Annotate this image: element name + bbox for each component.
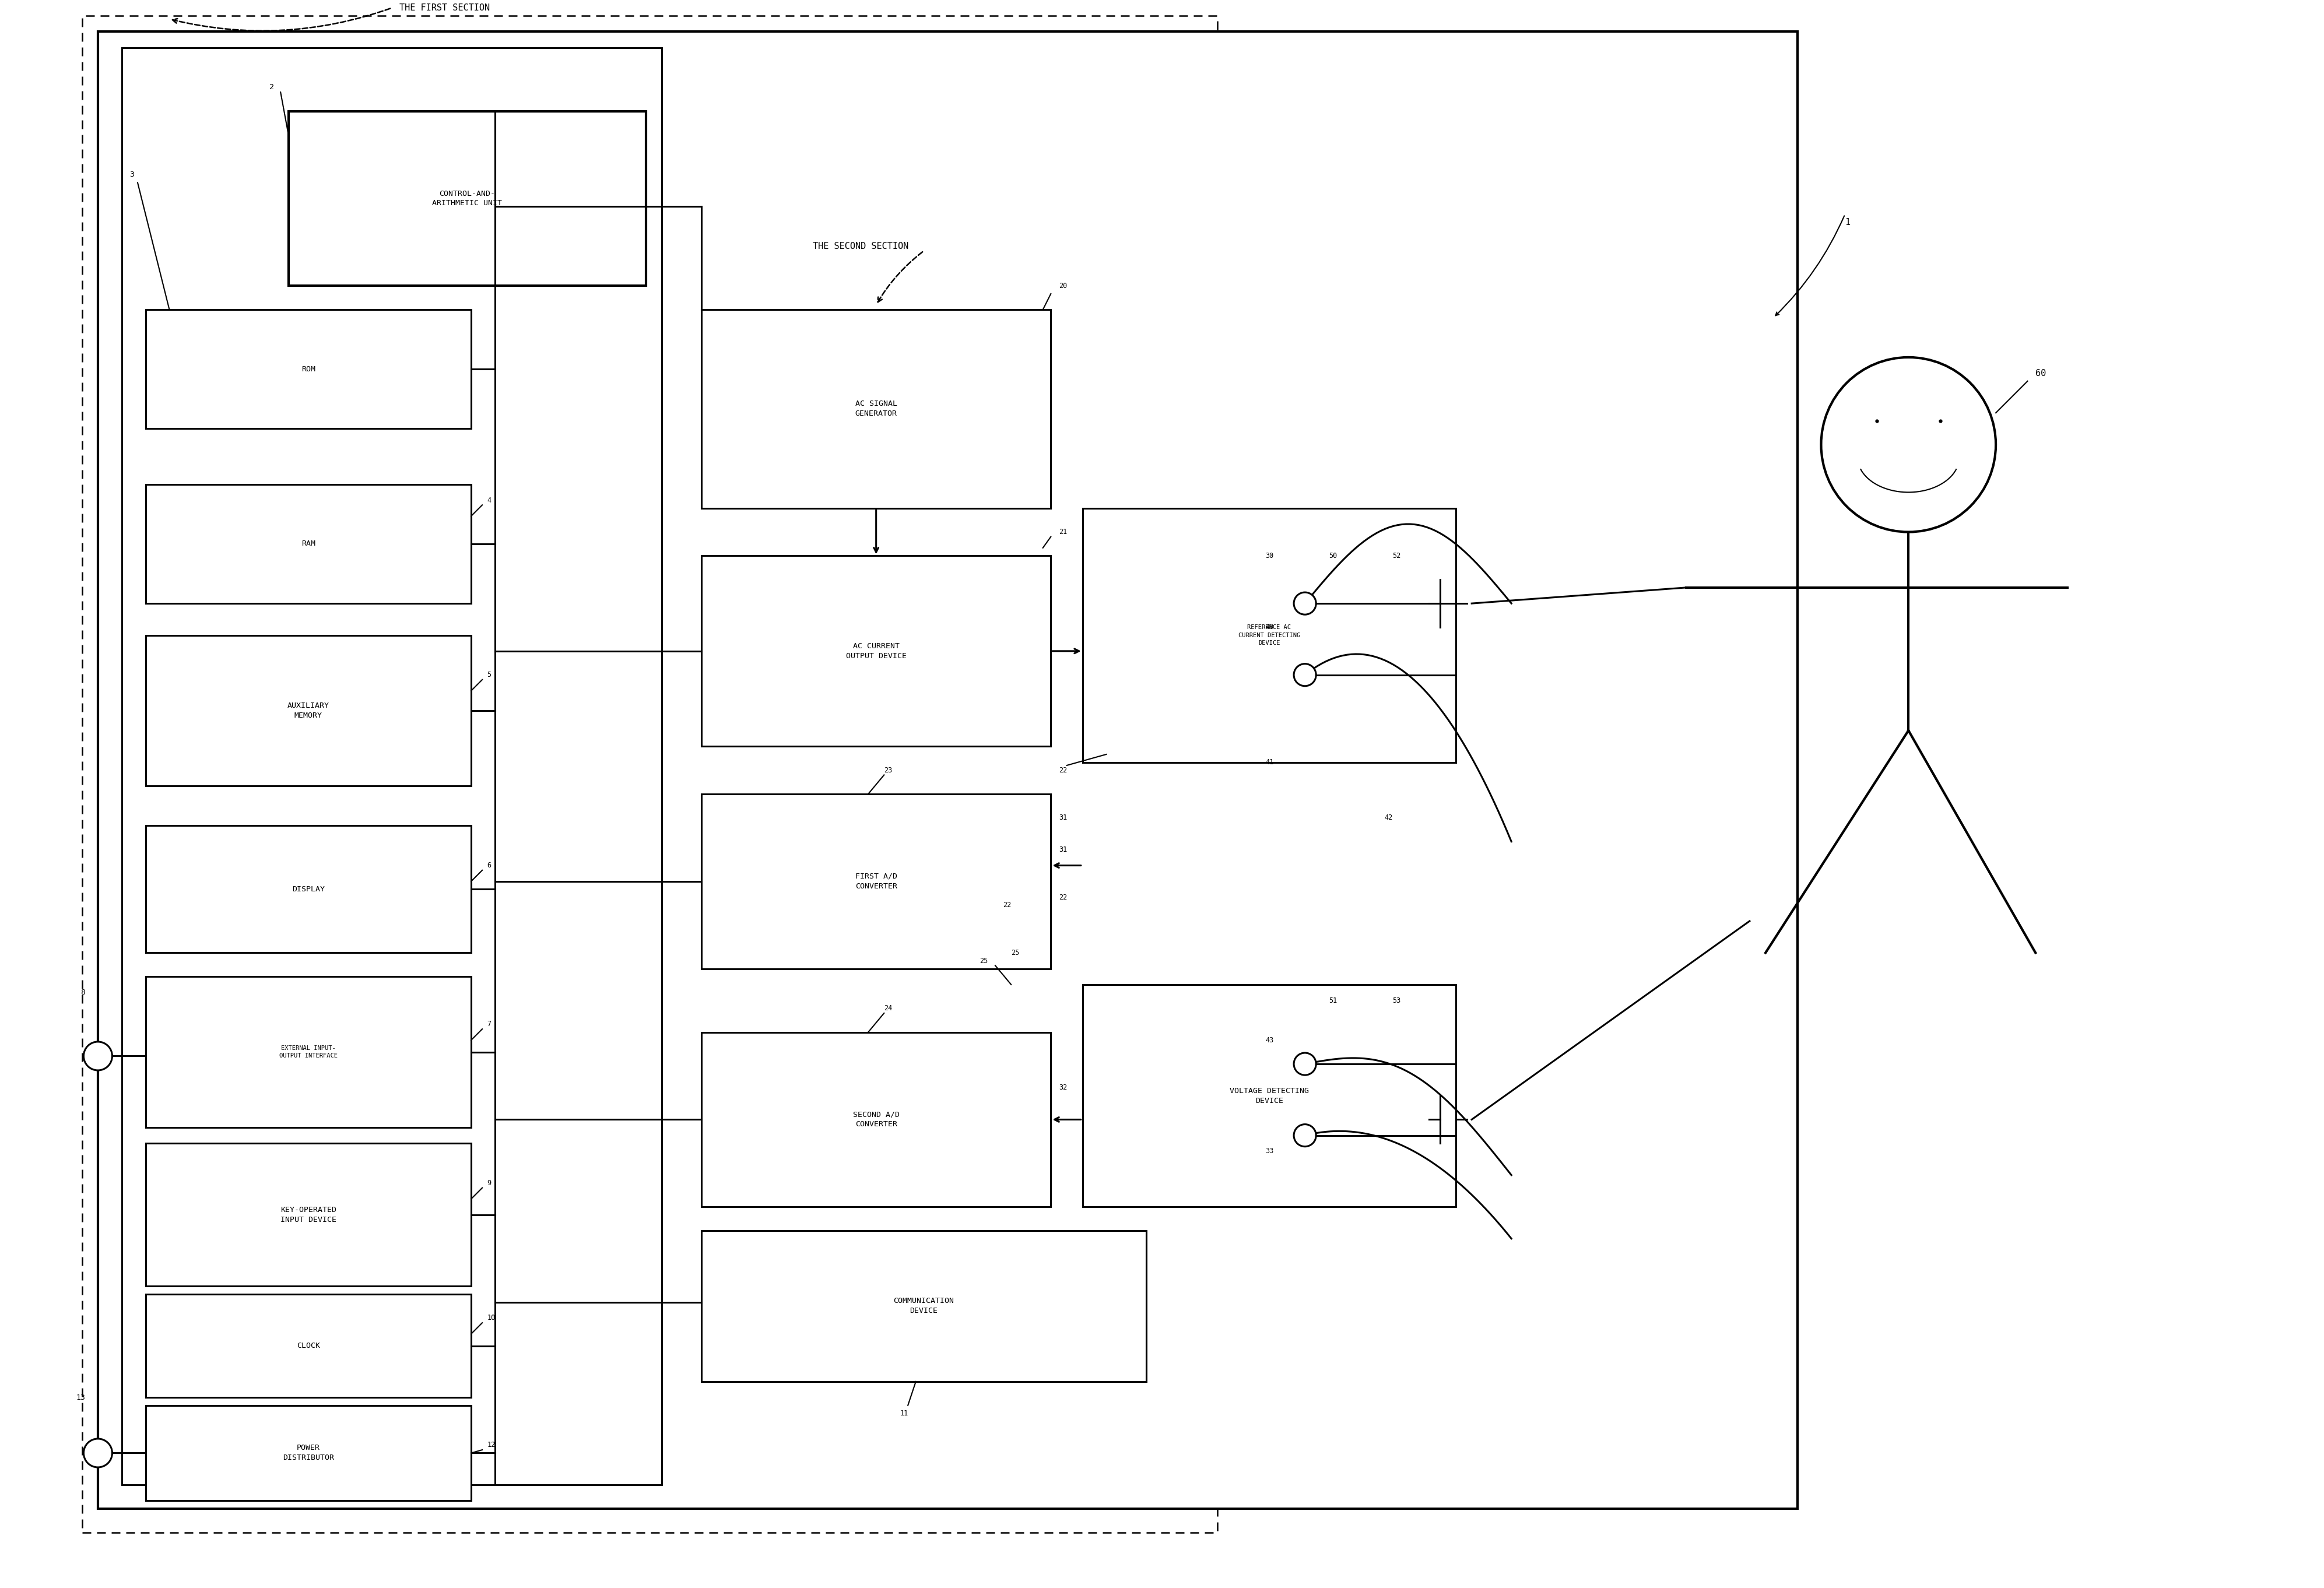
Text: AC CURRENT
OUTPUT DEVICE: AC CURRENT OUTPUT DEVICE <box>846 642 906 661</box>
FancyBboxPatch shape <box>702 556 1050 746</box>
FancyBboxPatch shape <box>288 111 646 286</box>
Text: 7: 7 <box>488 1021 490 1027</box>
Text: 13: 13 <box>77 1394 86 1401</box>
Text: 32: 32 <box>1060 1085 1067 1091</box>
FancyBboxPatch shape <box>98 32 1796 1509</box>
FancyBboxPatch shape <box>702 1032 1050 1207</box>
FancyBboxPatch shape <box>702 310 1050 508</box>
FancyBboxPatch shape <box>702 794 1050 969</box>
Circle shape <box>1294 592 1315 615</box>
Text: 5: 5 <box>488 672 490 678</box>
Text: 8: 8 <box>81 989 86 996</box>
Text: 60: 60 <box>2036 368 2045 378</box>
Text: 1: 1 <box>1845 218 1850 227</box>
Text: 31: 31 <box>1060 815 1067 821</box>
Text: RAM: RAM <box>302 540 316 548</box>
Text: VOLTAGE DETECTING
DEVICE: VOLTAGE DETECTING DEVICE <box>1229 1086 1308 1105</box>
Text: THE SECOND SECTION: THE SECOND SECTION <box>813 241 909 251</box>
Text: 31: 31 <box>1060 846 1067 853</box>
Text: 25: 25 <box>1011 950 1020 956</box>
Text: CONTROL-AND-
ARITHMETIC UNIT: CONTROL-AND- ARITHMETIC UNIT <box>432 189 502 208</box>
FancyBboxPatch shape <box>1083 508 1455 762</box>
Text: 24: 24 <box>883 1005 892 1012</box>
Text: 11: 11 <box>899 1410 909 1416</box>
Text: 23: 23 <box>883 767 892 773</box>
Text: 25: 25 <box>978 958 988 964</box>
Text: 2: 2 <box>270 84 274 91</box>
Text: CLOCK: CLOCK <box>297 1342 321 1350</box>
Text: 6: 6 <box>488 862 490 869</box>
FancyBboxPatch shape <box>121 48 662 1485</box>
Text: FIRST A/D
CONVERTER: FIRST A/D CONVERTER <box>855 872 897 891</box>
FancyBboxPatch shape <box>146 826 472 953</box>
FancyBboxPatch shape <box>146 1143 472 1286</box>
Circle shape <box>1294 1053 1315 1075</box>
Text: POWER
DISTRIBUTOR: POWER DISTRIBUTOR <box>284 1443 335 1463</box>
FancyBboxPatch shape <box>146 310 472 429</box>
Text: 22: 22 <box>1060 767 1067 773</box>
Text: 10: 10 <box>488 1315 495 1321</box>
Text: THE FIRST SECTION: THE FIRST SECTION <box>400 3 490 13</box>
Text: 33: 33 <box>1264 1148 1274 1154</box>
FancyBboxPatch shape <box>702 1231 1146 1382</box>
Text: COMMUNICATION
DEVICE: COMMUNICATION DEVICE <box>892 1297 955 1315</box>
Text: 42: 42 <box>1385 815 1392 821</box>
Circle shape <box>1294 664 1315 686</box>
Circle shape <box>1822 357 1996 532</box>
Text: 40: 40 <box>1264 624 1274 630</box>
FancyBboxPatch shape <box>146 977 472 1127</box>
Text: 9: 9 <box>488 1180 490 1186</box>
Text: EXTERNAL INPUT-
OUTPUT INTERFACE: EXTERNAL INPUT- OUTPUT INTERFACE <box>279 1045 337 1059</box>
Text: 12: 12 <box>488 1442 495 1448</box>
Text: AUXILIARY
MEMORY: AUXILIARY MEMORY <box>288 702 330 719</box>
Text: 53: 53 <box>1392 997 1401 1004</box>
Text: 3: 3 <box>130 172 135 178</box>
Text: 43: 43 <box>1264 1037 1274 1043</box>
Circle shape <box>84 1439 112 1467</box>
Text: REFERENCE AC
CURRENT DETECTING
DEVICE: REFERENCE AC CURRENT DETECTING DEVICE <box>1239 624 1299 646</box>
Text: DISPLAY: DISPLAY <box>293 886 325 892</box>
FancyBboxPatch shape <box>146 484 472 603</box>
Text: 52: 52 <box>1392 553 1401 559</box>
FancyBboxPatch shape <box>146 1294 472 1397</box>
Text: 20: 20 <box>1060 283 1067 289</box>
FancyBboxPatch shape <box>1083 985 1455 1207</box>
Text: 50: 50 <box>1329 553 1336 559</box>
Text: ROM: ROM <box>302 365 316 373</box>
Text: 21: 21 <box>1060 529 1067 535</box>
Circle shape <box>84 1042 112 1070</box>
Text: 30: 30 <box>1264 553 1274 559</box>
Text: 51: 51 <box>1329 997 1336 1004</box>
Text: 41: 41 <box>1264 759 1274 765</box>
Text: KEY-OPERATED
INPUT DEVICE: KEY-OPERATED INPUT DEVICE <box>281 1205 337 1224</box>
Text: SECOND A/D
CONVERTER: SECOND A/D CONVERTER <box>853 1110 899 1129</box>
Text: 22: 22 <box>1004 902 1011 908</box>
FancyBboxPatch shape <box>146 1405 472 1501</box>
Text: AC SIGNAL
GENERATOR: AC SIGNAL GENERATOR <box>855 400 897 418</box>
Text: 4: 4 <box>488 497 490 503</box>
Circle shape <box>1294 1124 1315 1147</box>
Text: 22: 22 <box>1060 894 1067 900</box>
FancyBboxPatch shape <box>146 635 472 786</box>
